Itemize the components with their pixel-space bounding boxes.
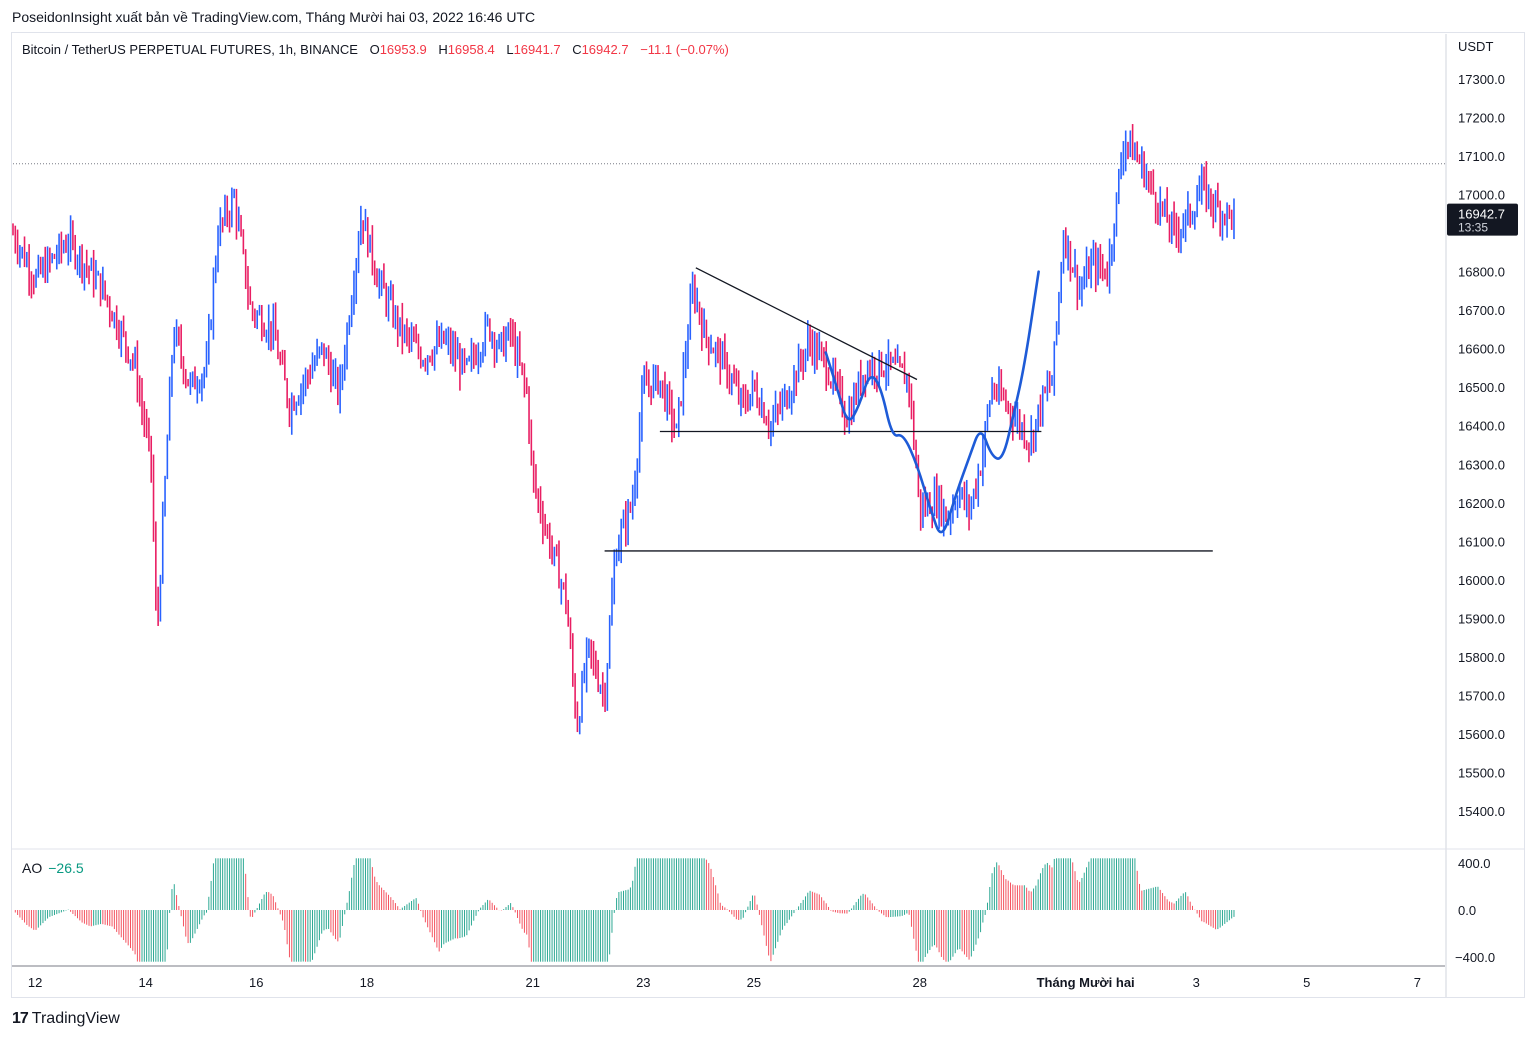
countdown-text: 13:35 — [1458, 221, 1488, 235]
time-tick-label: 5 — [1303, 975, 1310, 990]
close-value: 16942.7 — [581, 42, 629, 57]
publisher-line: PoseidonInsight xuất bản về TradingView.… — [12, 9, 536, 25]
ao-legend: AO −26.5 — [22, 860, 84, 876]
price-tick-label: 16100.0 — [1458, 534, 1505, 549]
symbol-title: Bitcoin / TetherUS PERPETUAL FUTURES, 1h… — [22, 42, 358, 57]
ao-value: −26.5 — [48, 860, 84, 876]
time-tick-label: 23 — [636, 975, 650, 990]
time-tick-label: 16 — [249, 975, 263, 990]
price-tick-label: 15500.0 — [1458, 765, 1505, 780]
tradingview-logo-icon: 17 — [12, 1010, 29, 1027]
price-tick-label: 17300.0 — [1458, 72, 1505, 87]
symbol-legend: Bitcoin / TetherUS PERPETUAL FUTURES, 1h… — [22, 42, 729, 57]
high-value: 16958.4 — [447, 42, 495, 57]
close-label: C — [572, 42, 582, 57]
trendline — [695, 267, 918, 381]
ao-tick-label: 400.0 — [1458, 856, 1491, 871]
open-value: 16953.9 — [379, 42, 427, 57]
price-tick-label: 16300.0 — [1458, 457, 1505, 472]
open-label: O — [369, 42, 380, 57]
tradingview-logo[interactable]: 17 TradingView — [12, 1010, 120, 1028]
time-tick-label: 7 — [1414, 975, 1421, 990]
low-value: 16941.7 — [513, 42, 561, 57]
time-tick-label: 25 — [747, 975, 761, 990]
time-tick-label: 12 — [28, 975, 42, 990]
time-tick-label: 28 — [913, 975, 927, 990]
last-price-badge — [1447, 203, 1518, 236]
time-tick-label: 14 — [138, 975, 152, 990]
last-price-text: 16942.7 — [1458, 207, 1505, 222]
price-tick-label: 15800.0 — [1458, 650, 1505, 665]
price-tick-label: 17000.0 — [1458, 188, 1505, 203]
price-tick-label: 16600.0 — [1458, 342, 1505, 357]
low-label: L — [506, 42, 514, 57]
price-tick-label: 15400.0 — [1458, 804, 1505, 819]
time-tick-label: Tháng Mười hai — [1037, 975, 1135, 990]
tradingview-logo-text: TradingView — [31, 1010, 120, 1027]
ao-tick-label: 0.0 — [1458, 903, 1476, 918]
price-tick-label: 15600.0 — [1458, 727, 1505, 742]
price-tick-label: 15900.0 — [1458, 611, 1505, 626]
change-value: −11.1 (−0.07%) — [640, 42, 729, 57]
price-tick-label: 16400.0 — [1458, 419, 1505, 434]
price-tick-label: 15700.0 — [1458, 688, 1505, 703]
price-tick-label: 17200.0 — [1458, 111, 1505, 126]
price-tick-label: 16200.0 — [1458, 496, 1505, 511]
time-tick-label: 3 — [1193, 975, 1200, 990]
time-tick-label: 18 — [360, 975, 374, 990]
currency-label: USDT — [1458, 39, 1493, 54]
time-tick-label: 21 — [525, 975, 539, 990]
price-tick-label: 16500.0 — [1458, 380, 1505, 395]
price-tick-label: 16700.0 — [1458, 303, 1505, 318]
drawn-path — [824, 270, 1040, 534]
price-tick-label: 17100.0 — [1458, 149, 1505, 164]
high-label: H — [438, 42, 448, 57]
price-tick-label: 16800.0 — [1458, 265, 1505, 280]
ao-label: AO — [22, 860, 43, 876]
chart-frame — [11, 32, 1525, 998]
price-tick-label: 16000.0 — [1458, 573, 1505, 588]
ao-tick-label: −400.0 — [1455, 950, 1495, 965]
